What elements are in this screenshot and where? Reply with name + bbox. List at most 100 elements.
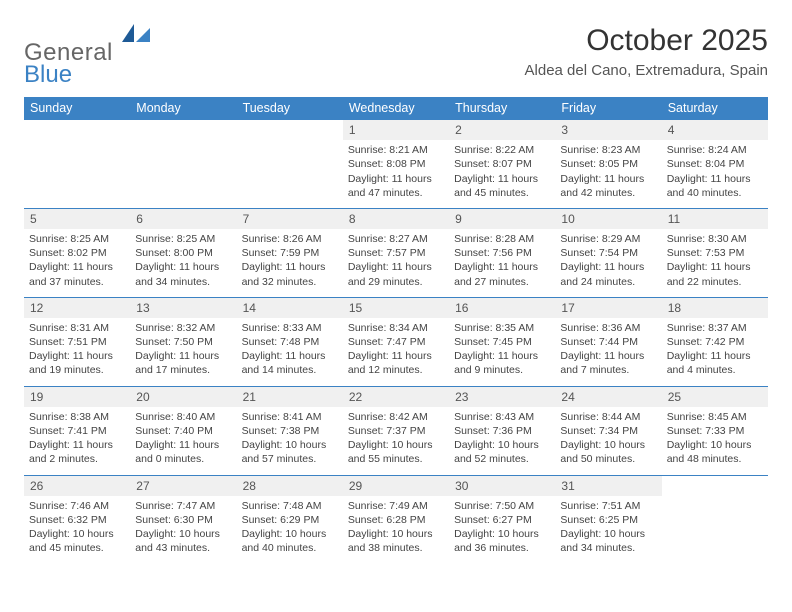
logo: General Blue <box>24 24 150 87</box>
day-number: 5 <box>24 209 130 229</box>
day-number: 29 <box>343 476 449 496</box>
day-number: 24 <box>555 387 661 407</box>
calendar-cell: 5Sunrise: 8:25 AMSunset: 8:02 PMDaylight… <box>24 208 130 297</box>
day-number: 12 <box>24 298 130 318</box>
day-number: 21 <box>237 387 343 407</box>
calendar-cell <box>237 120 343 209</box>
calendar-cell: 29Sunrise: 7:49 AMSunset: 6:28 PMDayligh… <box>343 475 449 563</box>
calendar-cell: 10Sunrise: 8:29 AMSunset: 7:54 PMDayligh… <box>555 208 661 297</box>
daylight-text: Daylight: 11 hours and 7 minutes. <box>560 349 656 377</box>
day-header: Wednesday <box>343 97 449 120</box>
calendar-body: 1Sunrise: 8:21 AMSunset: 8:08 PMDaylight… <box>24 120 768 564</box>
calendar-cell: 2Sunrise: 8:22 AMSunset: 8:07 PMDaylight… <box>449 120 555 209</box>
day-header: Saturday <box>662 97 768 120</box>
sunset-text: Sunset: 7:50 PM <box>135 335 231 349</box>
daylight-text: Daylight: 11 hours and 14 minutes. <box>242 349 338 377</box>
calendar-cell: 20Sunrise: 8:40 AMSunset: 7:40 PMDayligh… <box>130 386 236 475</box>
daylight-text: Daylight: 11 hours and 42 minutes. <box>560 172 656 200</box>
day-number: 16 <box>449 298 555 318</box>
calendar-week: 26Sunrise: 7:46 AMSunset: 6:32 PMDayligh… <box>24 475 768 563</box>
calendar-cell: 28Sunrise: 7:48 AMSunset: 6:29 PMDayligh… <box>237 475 343 563</box>
calendar-cell: 21 Sunrise: 8:41 AMSunset: 7:38 PMDayligh… <box>237 386 343 475</box>
sunrise-text: Sunrise: 8:27 AM <box>348 232 444 246</box>
day-header: Sunday <box>24 97 130 120</box>
daylight-text: Daylight: 10 hours and 57 minutes. <box>242 438 338 466</box>
calendar-week: 19Sunrise: 8:38 AMSunset: 7:41 PMDayligh… <box>24 386 768 475</box>
sunset-text: Sunset: 7:41 PM <box>29 424 125 438</box>
daylight-text: Daylight: 11 hours and 0 minutes. <box>135 438 231 466</box>
daylight-text: Daylight: 11 hours and 47 minutes. <box>348 172 444 200</box>
sunset-text: Sunset: 8:07 PM <box>454 157 550 171</box>
day-number: 17 <box>555 298 661 318</box>
calendar-cell: 12Sunrise: 8:31 AMSunset: 7:51 PMDayligh… <box>24 297 130 386</box>
day-number: 8 <box>343 209 449 229</box>
header: General Blue October 2025 Aldea del Cano… <box>24 24 768 87</box>
sunrise-text: Sunrise: 8:36 AM <box>560 321 656 335</box>
daylight-text: Daylight: 11 hours and 29 minutes. <box>348 260 444 288</box>
calendar-cell: 24Sunrise: 8:44 AMSunset: 7:34 PMDayligh… <box>555 386 661 475</box>
day-number: 3 <box>555 120 661 140</box>
calendar-cell: 7Sunrise: 8:26 AMSunset: 7:59 PMDaylight… <box>237 208 343 297</box>
daylight-text: Daylight: 10 hours and 48 minutes. <box>667 438 763 466</box>
sunset-text: Sunset: 7:53 PM <box>667 246 763 260</box>
daylight-text: Daylight: 11 hours and 9 minutes. <box>454 349 550 377</box>
sunrise-text: Sunrise: 8:29 AM <box>560 232 656 246</box>
sunset-text: Sunset: 7:44 PM <box>560 335 656 349</box>
day-number: 4 <box>662 120 768 140</box>
daylight-text: Daylight: 11 hours and 45 minutes. <box>454 172 550 200</box>
daylight-text: Daylight: 11 hours and 12 minutes. <box>348 349 444 377</box>
sunset-text: Sunset: 7:33 PM <box>667 424 763 438</box>
calendar-cell: 14Sunrise: 8:33 AMSunset: 7:48 PMDayligh… <box>237 297 343 386</box>
sunset-text: Sunset: 7:57 PM <box>348 246 444 260</box>
daylight-text: Daylight: 10 hours and 36 minutes. <box>454 527 550 555</box>
day-number: 11 <box>662 209 768 229</box>
sunrise-text: Sunrise: 8:31 AM <box>29 321 125 335</box>
day-number: 10 <box>555 209 661 229</box>
sunrise-text: Sunrise: 8:23 AM <box>560 143 656 157</box>
sunrise-text: Sunrise: 7:47 AM <box>135 499 231 513</box>
calendar-cell <box>130 120 236 209</box>
day-number: 23 <box>449 387 555 407</box>
daylight-text: Daylight: 11 hours and 40 minutes. <box>667 172 763 200</box>
calendar-cell: 1Sunrise: 8:21 AMSunset: 8:08 PMDaylight… <box>343 120 449 209</box>
calendar-cell: 30Sunrise: 7:50 AMSunset: 6:27 PMDayligh… <box>449 475 555 563</box>
sunrise-text: Sunrise: 8:30 AM <box>667 232 763 246</box>
daylight-text: Daylight: 11 hours and 32 minutes. <box>242 260 338 288</box>
logo-text: General Blue <box>24 24 150 87</box>
calendar-cell: 8 Sunrise: 8:27 AMSunset: 7:57 PMDaylight… <box>343 208 449 297</box>
daylight-text: Daylight: 10 hours and 50 minutes. <box>560 438 656 466</box>
sunset-text: Sunset: 8:02 PM <box>29 246 125 260</box>
day-number: 6 <box>130 209 236 229</box>
sunrise-text: Sunrise: 8:24 AM <box>667 143 763 157</box>
sunrise-text: Sunrise: 7:50 AM <box>454 499 550 513</box>
day-header: Friday <box>555 97 661 120</box>
day-number: 19 <box>24 387 130 407</box>
sunrise-text: Sunrise: 8:26 AM <box>242 232 338 246</box>
day-number: 22 <box>343 387 449 407</box>
day-number: 9 <box>449 209 555 229</box>
day-header: Thursday <box>449 97 555 120</box>
sunrise-text: Sunrise: 8:28 AM <box>454 232 550 246</box>
sunrise-text: Sunrise: 8:35 AM <box>454 321 550 335</box>
sunset-text: Sunset: 7:36 PM <box>454 424 550 438</box>
sunrise-text: Sunrise: 8:41 AM <box>242 410 338 424</box>
daylight-text: Daylight: 10 hours and 38 minutes. <box>348 527 444 555</box>
daylight-text: Daylight: 10 hours and 43 minutes. <box>135 527 231 555</box>
daylight-text: Daylight: 10 hours and 45 minutes. <box>29 527 125 555</box>
calendar-cell: 3Sunrise: 8:23 AMSunset: 8:05 PMDaylight… <box>555 120 661 209</box>
sunrise-text: Sunrise: 8:45 AM <box>667 410 763 424</box>
sunset-text: Sunset: 7:38 PM <box>242 424 338 438</box>
calendar-cell <box>24 120 130 209</box>
calendar-cell: 23Sunrise: 8:43 AMSunset: 7:36 PMDayligh… <box>449 386 555 475</box>
day-number: 20 <box>130 387 236 407</box>
daylight-text: Daylight: 11 hours and 17 minutes. <box>135 349 231 377</box>
sunset-text: Sunset: 7:45 PM <box>454 335 550 349</box>
daylight-text: Daylight: 11 hours and 22 minutes. <box>667 260 763 288</box>
day-number: 26 <box>24 476 130 496</box>
sunset-text: Sunset: 7:37 PM <box>348 424 444 438</box>
day-number: 25 <box>662 387 768 407</box>
daylight-text: Daylight: 11 hours and 4 minutes. <box>667 349 763 377</box>
sunrise-text: Sunrise: 8:22 AM <box>454 143 550 157</box>
sunrise-text: Sunrise: 8:42 AM <box>348 410 444 424</box>
day-header-row: Sunday Monday Tuesday Wednesday Thursday… <box>24 97 768 120</box>
